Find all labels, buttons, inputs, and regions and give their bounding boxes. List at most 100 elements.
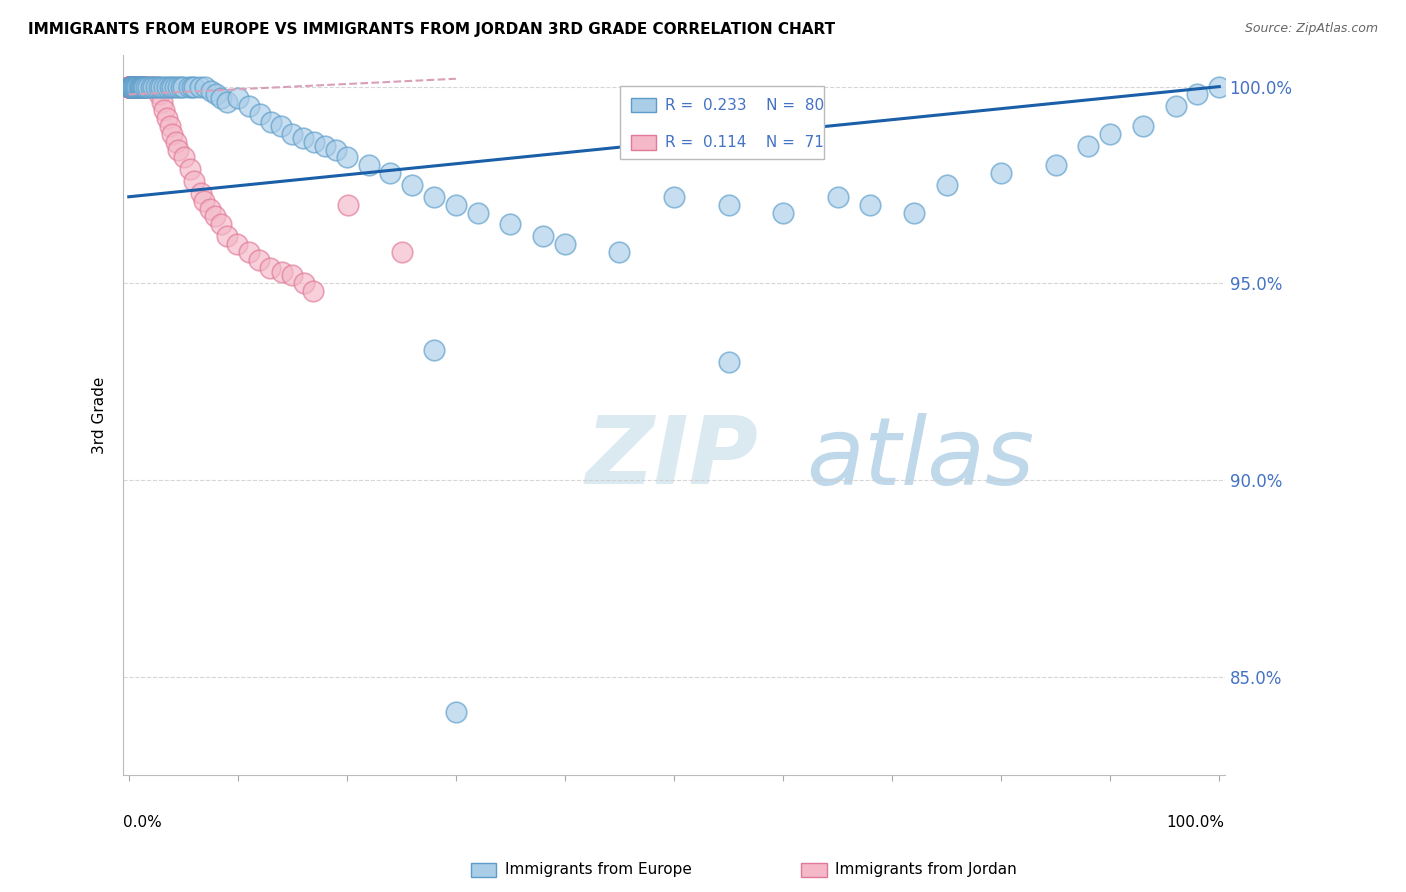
Point: [357, 158, 380, 172]
Point: [215, 229, 238, 244]
Point: [122, 79, 145, 94]
Text: Source: ZipAtlas.com: Source: ZipAtlas.com: [1244, 22, 1378, 36]
Point: [120, 79, 142, 94]
Point: [325, 143, 347, 157]
Text: IMMIGRANTS FROM EUROPE VS IMMIGRANTS FROM JORDAN 3RD GRADE CORRELATION CHART: IMMIGRANTS FROM EUROPE VS IMMIGRANTS FRO…: [28, 22, 835, 37]
Point: [179, 162, 201, 177]
Text: R =  0.114    N =  71: R = 0.114 N = 71: [665, 135, 824, 150]
Text: 0.0%: 0.0%: [124, 814, 162, 830]
Point: [125, 79, 148, 94]
Point: [120, 79, 142, 94]
Point: [226, 91, 249, 105]
Point: [121, 79, 143, 94]
Point: [148, 87, 170, 102]
Point: [122, 79, 145, 94]
Point: [1077, 138, 1099, 153]
Point: [166, 79, 188, 94]
Point: [148, 79, 170, 94]
Point: [247, 252, 270, 267]
Point: [170, 79, 193, 94]
Point: [139, 79, 162, 94]
Point: [118, 79, 141, 94]
Point: [124, 79, 146, 94]
Point: [554, 237, 576, 252]
Point: [124, 79, 146, 94]
Point: [159, 79, 181, 94]
Point: [145, 79, 167, 94]
Point: [391, 244, 413, 259]
Point: [118, 79, 141, 94]
Point: [142, 79, 165, 94]
Point: [138, 79, 160, 94]
Point: [118, 79, 141, 94]
Point: [1099, 127, 1122, 141]
Point: [336, 151, 359, 165]
Point: [1164, 99, 1187, 113]
Point: [120, 79, 142, 94]
Point: [118, 79, 141, 94]
Point: [717, 197, 740, 211]
Point: [314, 138, 336, 153]
Point: [181, 79, 204, 94]
Point: [172, 79, 194, 94]
Point: [132, 79, 155, 94]
Point: [292, 130, 315, 145]
Point: [118, 79, 141, 94]
Point: [163, 79, 186, 94]
Point: [118, 79, 141, 94]
Point: [200, 84, 222, 98]
Point: [128, 79, 150, 94]
Point: [139, 79, 162, 94]
Point: [827, 190, 849, 204]
Point: [162, 79, 184, 94]
Text: R =  0.233    N =  80: R = 0.233 N = 80: [665, 97, 824, 112]
Point: [1045, 158, 1067, 172]
Text: Immigrants from Jordan: Immigrants from Jordan: [835, 863, 1017, 877]
Point: [280, 268, 302, 283]
Point: [120, 79, 142, 94]
Point: [128, 79, 150, 94]
Text: ZIP: ZIP: [586, 412, 759, 504]
Point: [183, 79, 205, 94]
Text: atlas: atlas: [806, 413, 1035, 504]
Point: [129, 79, 152, 94]
Point: [156, 111, 179, 125]
Text: Immigrants from Europe: Immigrants from Europe: [505, 863, 692, 877]
Point: [156, 79, 179, 94]
Point: [859, 197, 882, 211]
Point: [270, 119, 292, 133]
Point: [772, 205, 794, 219]
Point: [167, 143, 190, 157]
Point: [380, 166, 402, 180]
Point: [990, 166, 1012, 180]
Point: [120, 79, 142, 94]
Point: [609, 244, 631, 259]
Point: [120, 79, 142, 94]
Point: [118, 79, 141, 94]
Point: [249, 107, 271, 121]
Point: [132, 79, 155, 94]
Point: [127, 79, 149, 94]
Point: [124, 79, 146, 94]
Point: [302, 284, 325, 298]
Point: [173, 151, 195, 165]
Point: [160, 127, 183, 141]
Point: [259, 260, 281, 275]
Point: [183, 174, 205, 188]
Point: [120, 79, 142, 94]
Point: [153, 103, 176, 118]
Point: [129, 79, 152, 94]
Point: [121, 79, 143, 94]
Point: [903, 205, 925, 219]
Point: [281, 127, 304, 141]
Point: [120, 79, 142, 94]
Point: [124, 79, 146, 94]
Point: [165, 135, 187, 149]
Point: [118, 79, 141, 94]
Point: [122, 79, 145, 94]
Text: 100.0%: 100.0%: [1167, 814, 1225, 830]
Point: [120, 79, 142, 94]
Point: [150, 95, 173, 110]
Point: [292, 277, 315, 291]
Point: [122, 79, 145, 94]
